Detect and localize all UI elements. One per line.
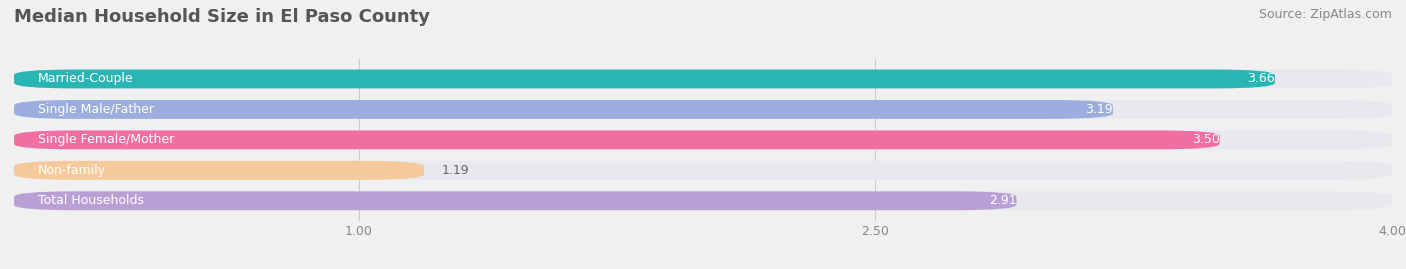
Text: 1.19: 1.19 <box>441 164 468 177</box>
Text: 3.66: 3.66 <box>1247 72 1275 86</box>
FancyBboxPatch shape <box>14 100 1392 119</box>
Text: Single Male/Father: Single Male/Father <box>38 103 155 116</box>
Text: Total Households: Total Households <box>38 194 145 207</box>
FancyBboxPatch shape <box>14 69 1275 89</box>
Text: Married-Couple: Married-Couple <box>38 72 134 86</box>
Text: 3.50: 3.50 <box>1192 133 1220 146</box>
FancyBboxPatch shape <box>14 161 1392 180</box>
Text: Single Female/Mother: Single Female/Mother <box>38 133 174 146</box>
Text: Source: ZipAtlas.com: Source: ZipAtlas.com <box>1258 8 1392 21</box>
Text: 2.91: 2.91 <box>988 194 1017 207</box>
Text: 3.19: 3.19 <box>1085 103 1114 116</box>
Text: Non-family: Non-family <box>38 164 107 177</box>
FancyBboxPatch shape <box>14 69 1392 89</box>
Text: Median Household Size in El Paso County: Median Household Size in El Paso County <box>14 8 430 26</box>
FancyBboxPatch shape <box>14 130 1219 149</box>
FancyBboxPatch shape <box>14 100 1114 119</box>
FancyBboxPatch shape <box>14 161 425 180</box>
FancyBboxPatch shape <box>14 191 1392 210</box>
FancyBboxPatch shape <box>14 130 1392 149</box>
FancyBboxPatch shape <box>14 191 1017 210</box>
